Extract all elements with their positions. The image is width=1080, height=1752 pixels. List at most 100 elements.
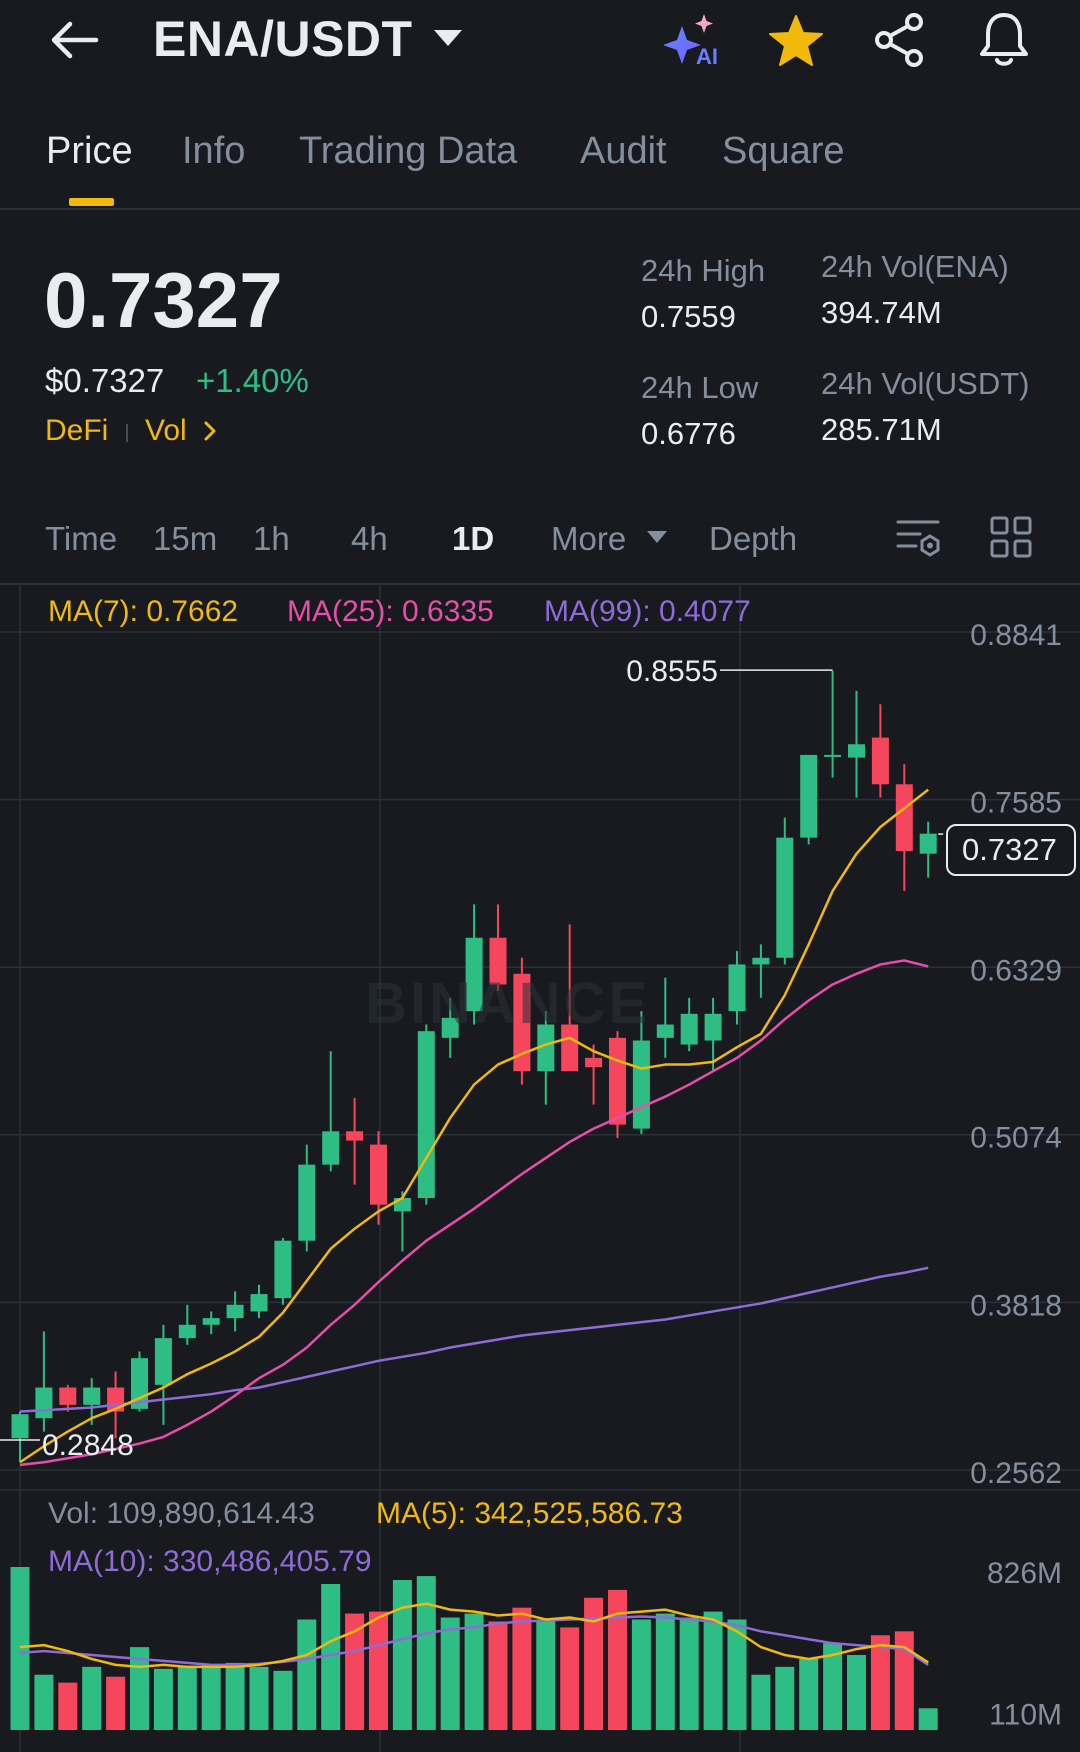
candlestick-chart[interactable]: 0.8841 0.7585 0.6329 0.5074 0.3818 0.2562 0.85…	[0, 585, 1080, 1752]
low-marker-label: 0.2848	[42, 1429, 134, 1462]
volume-bar	[34, 1674, 54, 1730]
interval-4h[interactable]: 4h	[351, 520, 388, 557]
chart-settings-icon[interactable]	[896, 518, 940, 558]
volume-bar	[369, 1611, 388, 1730]
interval-1d[interactable]: 1D	[452, 520, 495, 557]
volume-bar	[225, 1662, 245, 1730]
volume-bar	[297, 1619, 317, 1730]
divider	[0, 583, 1080, 585]
candle-body	[489, 937, 507, 985]
interval-time[interactable]: Time	[45, 520, 118, 557]
tab-price[interactable]: Price	[46, 130, 133, 172]
candle-body	[776, 837, 794, 958]
candle-body	[250, 1294, 268, 1312]
current-price-marker	[946, 824, 1076, 876]
volume-bar	[153, 1668, 173, 1730]
ma25-legend: MA(25): 0.6335	[287, 595, 494, 628]
candle-body	[274, 1240, 292, 1299]
y-tick-label: 0.8841	[970, 619, 1062, 652]
interval-15m[interactable]: 15m	[153, 520, 218, 557]
volume-tick-label: 826M	[987, 1557, 1062, 1590]
volume-ma10-legend: MA(10): 330,486,405.79	[48, 1545, 372, 1578]
candle-body	[178, 1324, 196, 1339]
candle-body	[728, 964, 746, 1012]
candle-body	[632, 1040, 650, 1129]
notification-bell-icon[interactable]	[976, 10, 1032, 68]
tab-trading-data[interactable]: Trading Data	[299, 130, 518, 172]
y-tick-label: 0.5074	[970, 1122, 1062, 1155]
candle-body	[417, 1031, 435, 1199]
more-caret-icon[interactable]	[647, 531, 667, 543]
candle-body	[680, 1013, 698, 1045]
volume-ma10-line	[19, 1615, 929, 1667]
y-tick-label: 0.3818	[970, 1289, 1062, 1322]
volume-ma5-legend: MA(5): 342,525,586.73	[376, 1497, 683, 1530]
candle-body	[561, 1024, 579, 1072]
volume-bar	[847, 1655, 866, 1730]
candle-body	[800, 754, 818, 838]
candle-body	[11, 1414, 29, 1439]
candle-body	[752, 957, 770, 965]
volume-bar	[392, 1580, 412, 1730]
binance-watermark: BINANCE	[365, 971, 651, 1036]
depth-tab[interactable]: Depth	[709, 520, 798, 557]
volume-tick-label: 110M	[989, 1698, 1062, 1731]
candle-body	[346, 1131, 364, 1141]
ai-label: AI	[696, 44, 718, 69]
volume-bar	[608, 1589, 627, 1730]
usd-price: $0.7327	[45, 362, 165, 399]
volume-bar	[560, 1627, 580, 1730]
ai-sparkle-icon[interactable]	[664, 12, 724, 68]
volume-bar	[345, 1613, 365, 1730]
volume-legend: Vol: 109,890,614.43	[48, 1497, 315, 1530]
trading-pair-title[interactable]: ENA/USDT	[153, 11, 413, 67]
vol-base-label: 24h Vol(ENA)	[821, 249, 1009, 284]
volume-bar	[488, 1621, 508, 1730]
candle-body	[83, 1387, 101, 1405]
candle-body	[656, 1024, 674, 1038]
interval-1h[interactable]: 1h	[253, 520, 290, 557]
volume-bar	[584, 1597, 604, 1730]
candle-body	[585, 1057, 603, 1068]
section-tabs: Price Info Trading Data Audit Square	[0, 100, 1080, 210]
interval-more[interactable]: More	[551, 520, 627, 557]
tag-vol[interactable]: Vol	[145, 414, 187, 447]
ma25-line	[19, 959, 929, 1467]
candle-body	[895, 784, 913, 852]
candle-body	[202, 1318, 220, 1325]
candle-body	[370, 1144, 387, 1205]
tab-info[interactable]: Info	[182, 130, 246, 172]
candle-body	[537, 1024, 555, 1072]
top-bar: ENA/USDT AI	[0, 0, 1080, 95]
volume-bar	[177, 1666, 197, 1730]
candle-body	[59, 1387, 77, 1405]
volume-bar	[727, 1619, 747, 1730]
volume-bar	[679, 1617, 699, 1730]
volume-bar	[58, 1682, 78, 1730]
vol-quote-label: 24h Vol(USDT)	[821, 366, 1030, 401]
ma99-line	[19, 1266, 929, 1413]
vol-quote-value: 285.71M	[821, 412, 942, 447]
share-icon[interactable]	[872, 12, 928, 68]
chevron-right-icon[interactable]	[203, 420, 217, 442]
volume-bar	[10, 1567, 30, 1730]
candle-body	[513, 973, 531, 1072]
sector-tag-defi[interactable]: DeFi	[45, 414, 109, 447]
volume-bar	[321, 1583, 341, 1730]
volume-bar	[512, 1607, 532, 1730]
back-arrow-icon[interactable]	[50, 18, 100, 62]
pair-dropdown-caret-icon[interactable]	[434, 30, 462, 46]
ma99-legend: MA(99): 0.4077	[544, 595, 751, 628]
favorite-star-icon[interactable]	[768, 14, 824, 68]
high-24h-value: 0.7559	[641, 299, 736, 334]
tab-audit[interactable]: Audit	[580, 130, 667, 172]
volume-bar	[775, 1666, 795, 1730]
volume-bar	[631, 1619, 651, 1730]
candle-body	[848, 744, 865, 758]
layout-grid-icon[interactable]	[990, 516, 1032, 558]
candle-body	[35, 1387, 53, 1419]
y-tick-label: 0.7585	[970, 787, 1062, 820]
high-24h-label: 24h High	[641, 253, 766, 288]
tab-square[interactable]: Square	[722, 130, 845, 172]
volume-bar	[918, 1708, 938, 1730]
